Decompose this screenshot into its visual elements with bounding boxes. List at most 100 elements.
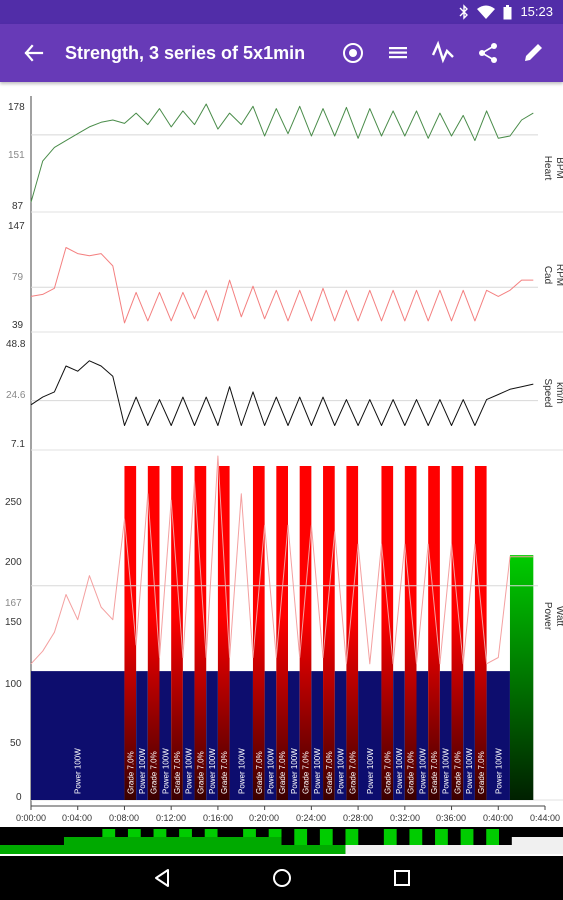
nav-home-icon[interactable] — [270, 866, 294, 890]
nav-recents-icon[interactable] — [390, 866, 414, 890]
status-icons: 15:23 — [459, 3, 553, 21]
segment-label: Grade 7.0% — [278, 751, 287, 794]
time-label-0: 0:00:00 — [16, 813, 46, 823]
power-segment — [31, 671, 125, 800]
grade-segment — [252, 466, 265, 800]
time-label-40: 0:40:00 — [483, 813, 513, 823]
overview-interval-block — [409, 829, 423, 845]
list-icon[interactable] — [384, 39, 412, 67]
grade-segment — [217, 466, 230, 800]
heart-tick-87: 87 — [12, 201, 24, 212]
heart-tick-151: 151 — [8, 150, 25, 161]
segment-label: Power 100W — [366, 748, 375, 794]
grade-segment — [194, 466, 207, 800]
status-time: 15:23 — [520, 4, 553, 19]
power-segment — [439, 671, 452, 800]
segment-label: Grade 7.0% — [325, 751, 334, 794]
bluetooth-icon — [459, 4, 469, 20]
power-segment — [358, 671, 382, 800]
segment-label: Power 100W — [418, 748, 427, 794]
power-tick-150: 150 — [5, 617, 22, 628]
nav-back-icon[interactable] — [150, 866, 174, 890]
overview-base-band — [0, 845, 346, 854]
grade-segment — [323, 466, 335, 800]
data-lines — [30, 103, 538, 665]
activity-icon[interactable] — [429, 39, 457, 67]
cadence-line — [30, 247, 534, 324]
overview-interval-block — [460, 829, 474, 845]
segment-label: Power 100W — [494, 748, 503, 794]
power-segment — [159, 671, 172, 800]
power-label: Power — [542, 602, 553, 631]
segment-label: Power 100W — [442, 748, 451, 794]
grade-segment — [346, 466, 359, 800]
workout-overview-strip[interactable] — [0, 827, 563, 854]
heart-unit: BPM — [554, 157, 563, 179]
segment-label: Grade 7.0% — [348, 751, 357, 794]
segment-label: Grade 7.0% — [255, 751, 264, 794]
segment-label: Grade 7.0% — [453, 751, 462, 794]
power-segment — [416, 671, 429, 800]
grade-segment — [124, 466, 137, 800]
power-unit: Watt — [554, 606, 563, 626]
workout-segments: Power 100W Grade 7.0% Power 100W Grade 7.0%… — [31, 466, 534, 800]
power-segment — [182, 671, 195, 800]
cad-label: Cad — [542, 266, 553, 284]
time-label-44: 0:44:00 — [530, 813, 560, 823]
speed-line — [30, 360, 534, 426]
time-label-4: 0:04:00 — [62, 813, 92, 823]
cad-unit: RPM — [554, 264, 563, 286]
segment-label: Grade 7.0% — [196, 751, 205, 794]
power-tick-250: 250 — [5, 497, 22, 508]
power-segment — [264, 671, 277, 800]
segment-label: Grade 7.0% — [220, 751, 229, 794]
segment-label: Power 100W — [74, 748, 83, 794]
page-title: Strength, 3 series of 5x1min — [65, 43, 306, 63]
power-segment — [311, 671, 324, 800]
segment-label: Grade 7.0% — [383, 751, 392, 794]
record-icon[interactable] — [339, 39, 367, 67]
overview-interval-block — [383, 829, 397, 845]
time-label-8: 0:08:00 — [109, 813, 139, 823]
grade-segment — [299, 466, 312, 800]
segment-label: Power 100W — [138, 748, 147, 794]
grade-segment — [381, 466, 394, 800]
power-segment — [229, 671, 253, 800]
segment-label: Grade 7.0% — [173, 751, 182, 794]
edit-icon[interactable] — [519, 39, 547, 67]
grade-segment — [428, 466, 440, 800]
power-segment — [136, 671, 148, 800]
workout-chart[interactable]: Power 100W Grade 7.0% Power 100W Grade 7.0%… — [0, 84, 563, 854]
segment-label: Power 100W — [313, 748, 322, 794]
time-label-32: 0:32:00 — [390, 813, 420, 823]
speed-tick-7.1: 7.1 — [11, 439, 25, 450]
wifi-icon — [477, 5, 496, 19]
time-label-24: 0:24:00 — [296, 813, 326, 823]
segment-label: Grade 7.0% — [477, 751, 486, 794]
share-icon[interactable] — [474, 39, 502, 67]
grade-segment — [147, 466, 160, 800]
segment-label: Grade 7.0% — [302, 751, 311, 794]
overview-interval-block — [486, 829, 500, 845]
speed-label: Speed — [542, 379, 553, 408]
cad-tick-79: 79 — [12, 272, 24, 283]
power-segment — [486, 671, 510, 800]
power-segment — [206, 671, 218, 800]
segment-label: Power 100W — [266, 748, 275, 794]
segment-label: Grade 7.0% — [126, 751, 135, 794]
grade-segment — [171, 466, 183, 800]
segment-label: Power 100W — [337, 748, 346, 794]
status-bar: 15:23 — [0, 0, 563, 24]
speed-unit: km/h — [554, 382, 563, 404]
navigate-back-icon[interactable] — [20, 39, 48, 67]
speed-tick-48.8: 48.8 — [6, 339, 26, 350]
segment-label: Grade 7.0% — [407, 751, 416, 794]
heart-label: Heart — [542, 156, 553, 181]
power-tick-167: 167 — [5, 598, 22, 609]
overview-mid-band — [63, 837, 282, 845]
overview-interval-block — [294, 829, 308, 845]
power-tick-50: 50 — [10, 738, 22, 749]
overview-end-band — [511, 837, 563, 845]
time-label-28: 0:28:00 — [343, 813, 373, 823]
power-tick-200: 200 — [5, 557, 22, 568]
